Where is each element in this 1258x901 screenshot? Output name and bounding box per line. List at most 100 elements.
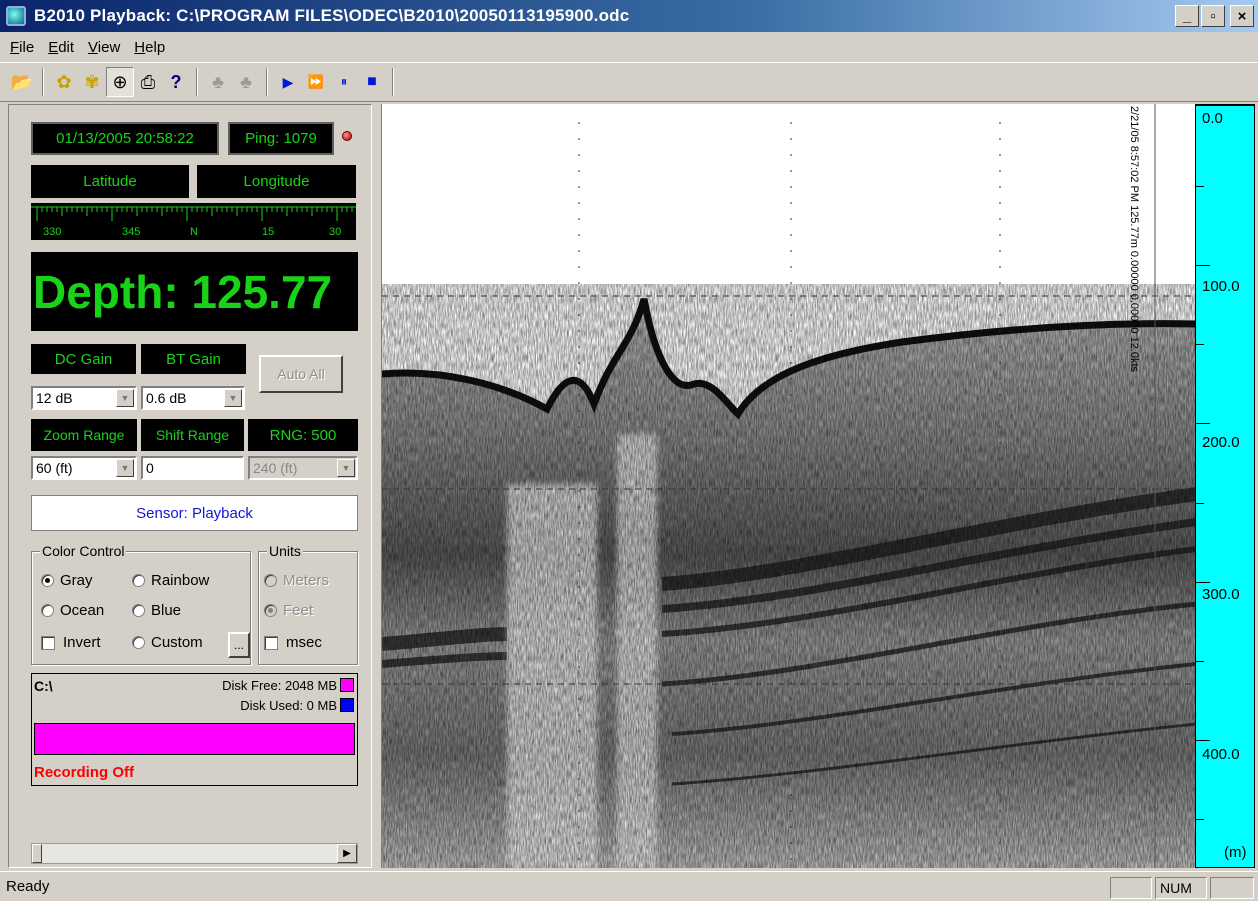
window-controls: _ ▫ × xyxy=(1175,5,1254,27)
color-ocean-option[interactable]: Ocean xyxy=(41,602,104,619)
invert-checkbox[interactable] xyxy=(41,635,55,650)
bt-gain-select[interactable]: 0.6 dB ▼ xyxy=(141,386,245,410)
range-readout: RNG: 500 xyxy=(248,419,358,451)
units-group: Units Meters Feet msec xyxy=(258,543,358,665)
scale-label-0: 0.0 xyxy=(1202,110,1223,127)
wizard-alt-icon[interactable]: ✾ xyxy=(84,71,100,92)
print-icon[interactable]: ⎙ xyxy=(140,71,156,92)
color-control-title: Color Control xyxy=(40,543,127,559)
color-gray-option[interactable]: Gray xyxy=(41,572,93,589)
close-button[interactable]: × xyxy=(1230,5,1254,27)
units-meters-option[interactable]: Meters xyxy=(264,572,329,589)
shift-range-input[interactable]: 0 xyxy=(141,456,244,480)
scale-unit: (m) xyxy=(1224,844,1247,861)
zoom-range-select[interactable]: 60 (ft) ▼ xyxy=(31,456,137,480)
fast-forward-icon[interactable]: ⏩ xyxy=(307,74,325,89)
panel-horizontal-scrollbar[interactable]: ▶ xyxy=(31,843,358,864)
zoom-in-icon[interactable]: ⊕ xyxy=(106,67,134,97)
chevron-down-icon[interactable]: ▼ xyxy=(224,389,242,407)
menu-bar: File Edit View Help xyxy=(0,34,1258,60)
scroll-right-arrow-icon[interactable]: ▶ xyxy=(337,844,357,863)
scale-tick xyxy=(1196,423,1210,424)
bt-gain-value: 0.6 dB xyxy=(146,390,187,406)
color-gray-label: Gray xyxy=(60,572,93,589)
status-pane-scroll xyxy=(1210,877,1254,899)
msec-option[interactable]: msec xyxy=(264,634,322,651)
datetime-readout: 01/13/2005 20:58:22 xyxy=(31,122,219,155)
invert-option[interactable]: Invert xyxy=(41,634,101,651)
chevron-down-icon[interactable]: ▼ xyxy=(337,459,355,477)
play-icon[interactable]: ▶ xyxy=(282,73,294,90)
compass-ticks xyxy=(31,206,356,221)
msec-checkbox[interactable] xyxy=(264,635,278,650)
disk-usage-bar xyxy=(34,723,355,755)
echogram-display[interactable]: 2/21/05 8:57:02 PM 125.77m 0.00000 0.000… xyxy=(381,104,1195,868)
color-ocean-radio[interactable] xyxy=(41,604,54,617)
units-meters-label: Meters xyxy=(283,572,329,589)
toolbar-separator xyxy=(392,68,394,96)
sensor-status: Sensor: Playback xyxy=(31,495,358,531)
scale-tick xyxy=(1196,344,1204,345)
echogram-image xyxy=(382,104,1195,868)
zoom-range-label: Zoom Range xyxy=(31,419,137,451)
noise-overlay xyxy=(382,284,1195,868)
color-rainbow-radio[interactable] xyxy=(132,574,145,587)
pause-icon[interactable]: ⏸ xyxy=(340,74,348,89)
units-feet-option[interactable]: Feet xyxy=(264,602,313,619)
maximize-button[interactable]: ▫ xyxy=(1201,5,1225,27)
color-ocean-label: Ocean xyxy=(60,602,105,619)
color-custom-radio[interactable] xyxy=(132,636,145,649)
chevron-down-icon[interactable]: ▼ xyxy=(116,389,134,407)
dc-gain-select[interactable]: 12 dB ▼ xyxy=(31,386,137,410)
color-gray-radio[interactable] xyxy=(41,574,54,587)
color-custom-option[interactable]: Custom xyxy=(132,634,203,651)
units-meters-radio[interactable] xyxy=(264,574,277,587)
color-rainbow-option[interactable]: Rainbow xyxy=(132,572,209,589)
chevron-down-icon[interactable]: ▼ xyxy=(116,459,134,477)
menu-file-mnemonic: F xyxy=(10,38,20,56)
status-bar: Ready NUM xyxy=(0,871,1258,901)
scale-label-200: 200.0 xyxy=(1202,434,1240,451)
longitude-readout: Longitude xyxy=(197,165,356,198)
units-feet-radio[interactable] xyxy=(264,604,277,617)
toolbar-separator xyxy=(196,68,198,96)
minimize-button[interactable]: _ xyxy=(1175,5,1199,27)
color-custom-label: Custom xyxy=(151,634,203,651)
color-blue-option[interactable]: Blue xyxy=(132,602,181,619)
scale-label-400: 400.0 xyxy=(1202,746,1240,763)
wizard-icon[interactable]: ✿ xyxy=(56,71,72,92)
custom-color-button[interactable]: ... xyxy=(228,632,250,658)
echogram-annotation: 2/21/05 8:57:02 PM 125.77m 0.00000 0.000… xyxy=(1128,106,1140,373)
disk-used-swatch xyxy=(340,698,354,712)
color-blue-label: Blue xyxy=(151,602,182,619)
compass-heading-strip: 330 345 N 15 30 xyxy=(31,203,356,240)
auto-all-button[interactable]: Auto All xyxy=(259,355,343,393)
title-bar[interactable]: B2010 Playback: C:\PROGRAM FILES\ODEC\B2… xyxy=(0,0,1258,32)
menu-edit[interactable]: Edit xyxy=(42,37,82,58)
toolbar-separator xyxy=(42,68,44,96)
menu-file[interactable]: File xyxy=(4,37,42,58)
menu-view[interactable]: View xyxy=(82,37,128,58)
status-led-icon xyxy=(342,131,352,141)
latitude-readout: Latitude xyxy=(31,165,189,198)
help-icon[interactable]: ? xyxy=(170,71,182,92)
scale-label-100: 100.0 xyxy=(1202,278,1240,295)
depth-readout: Depth: 125.77 xyxy=(31,252,358,331)
scale-tick xyxy=(1196,265,1210,266)
shift-range-value: 0 xyxy=(146,460,154,476)
app-icon[interactable] xyxy=(6,6,26,26)
scrollbar-thumb[interactable] xyxy=(32,844,42,863)
tree-icon[interactable]: ♣ xyxy=(212,71,224,92)
menu-file-label: ile xyxy=(19,38,35,56)
menu-help[interactable]: Help xyxy=(128,37,173,58)
menu-help-label: elp xyxy=(145,38,166,56)
depth-grid-lines xyxy=(382,295,1195,685)
menu-edit-label: dit xyxy=(58,38,75,56)
scale-tick xyxy=(1196,661,1204,662)
color-rainbow-label: Rainbow xyxy=(151,572,210,589)
color-blue-radio[interactable] xyxy=(132,604,145,617)
open-folder-icon[interactable]: 📂 xyxy=(10,71,34,92)
range-select[interactable]: 240 (ft) ▼ xyxy=(248,456,358,480)
stop-icon[interactable]: ■ xyxy=(367,73,377,90)
tree-disabled-icon[interactable]: ♣ xyxy=(240,71,252,92)
